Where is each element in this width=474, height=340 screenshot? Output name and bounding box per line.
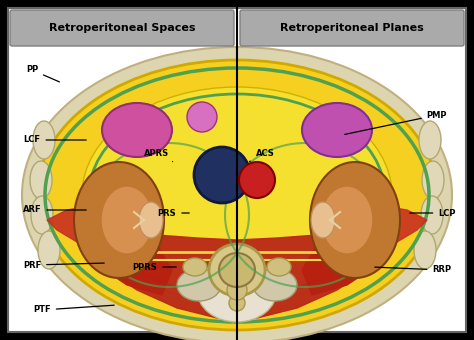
Ellipse shape: [197, 258, 277, 322]
Ellipse shape: [267, 258, 291, 276]
Ellipse shape: [101, 186, 153, 254]
Ellipse shape: [139, 202, 163, 238]
Ellipse shape: [227, 280, 247, 300]
Text: RRP: RRP: [375, 266, 452, 274]
Ellipse shape: [22, 47, 452, 340]
Ellipse shape: [183, 258, 207, 276]
Ellipse shape: [302, 103, 372, 157]
Ellipse shape: [82, 87, 392, 303]
Polygon shape: [47, 205, 137, 265]
Ellipse shape: [253, 269, 297, 301]
Text: ARF: ARF: [23, 205, 86, 215]
Ellipse shape: [177, 269, 221, 301]
Ellipse shape: [187, 102, 217, 132]
FancyBboxPatch shape: [8, 8, 466, 332]
Text: APRS: APRS: [145, 149, 173, 162]
Text: PP: PP: [26, 66, 59, 82]
Text: PRF: PRF: [23, 260, 104, 270]
Ellipse shape: [102, 103, 172, 157]
Ellipse shape: [33, 121, 55, 159]
Text: LCF: LCF: [24, 136, 86, 144]
Polygon shape: [302, 240, 382, 295]
Text: PMP: PMP: [345, 110, 447, 134]
Ellipse shape: [311, 202, 335, 238]
Ellipse shape: [229, 295, 245, 311]
Polygon shape: [107, 235, 367, 320]
Ellipse shape: [219, 253, 255, 287]
Polygon shape: [92, 240, 172, 295]
Ellipse shape: [321, 186, 373, 254]
Ellipse shape: [421, 196, 443, 234]
Text: PTF: PTF: [33, 305, 114, 314]
Ellipse shape: [30, 161, 52, 199]
Ellipse shape: [422, 161, 444, 199]
Ellipse shape: [414, 231, 436, 269]
FancyBboxPatch shape: [240, 10, 464, 46]
Ellipse shape: [31, 196, 53, 234]
Ellipse shape: [74, 162, 164, 278]
Ellipse shape: [209, 244, 265, 296]
Polygon shape: [337, 205, 427, 265]
Text: LCP: LCP: [410, 208, 456, 218]
Ellipse shape: [194, 147, 250, 203]
Text: PRS: PRS: [158, 208, 189, 218]
Ellipse shape: [37, 60, 437, 330]
Ellipse shape: [419, 121, 441, 159]
Ellipse shape: [310, 162, 400, 278]
Text: ACS: ACS: [249, 149, 274, 162]
Ellipse shape: [239, 162, 275, 198]
Text: PPRS: PPRS: [133, 262, 176, 272]
Ellipse shape: [38, 231, 60, 269]
Text: Retroperitoneal Spaces: Retroperitoneal Spaces: [49, 23, 195, 33]
FancyBboxPatch shape: [10, 10, 234, 46]
Text: Retroperitoneal Planes: Retroperitoneal Planes: [280, 23, 424, 33]
